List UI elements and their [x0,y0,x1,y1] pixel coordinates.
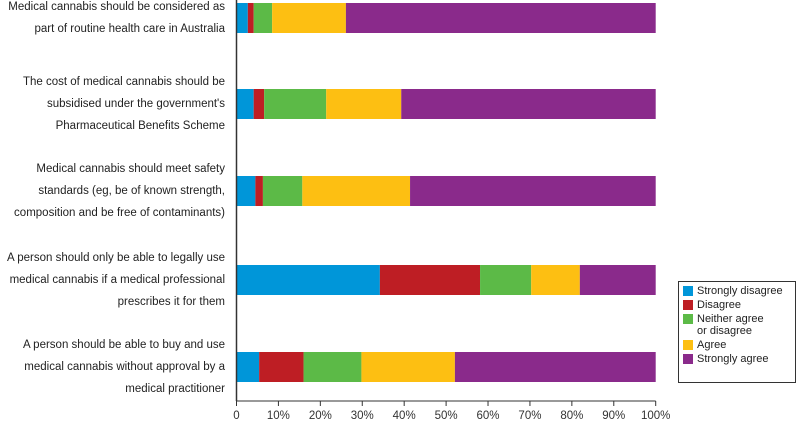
bar-segment [236,89,254,119]
legend-item: Disagree [683,299,791,311]
bar-segment [579,265,656,295]
bar-segment [410,176,656,206]
x-tick-label: 40% [393,410,416,422]
category-label-line: Medical cannabis should be considered as [8,1,225,13]
category-label: The cost of medical cannabis should be su… [0,71,225,137]
category-label-line: Medical cannabis should meet safety [36,163,225,175]
x-tick-label: 60% [477,410,500,422]
category-label-line: medical practitioner [125,383,225,395]
bar-segment [247,3,254,33]
legend: Strongly disagree Disagree Neither agree or… [678,281,796,383]
bar-segment [326,89,402,119]
legend-label-line: or disagree [697,325,753,337]
bar-segment [379,265,481,295]
legend-swatch [683,340,693,350]
bar-segment [236,352,260,382]
x-tick-label: 10% [267,410,290,422]
bar-segment [454,352,656,382]
bar-segment [303,352,362,382]
bar-segment [236,176,256,206]
legend-label: Neither agree or disagree [697,313,764,337]
bar-segment [361,352,455,382]
category-label-line: prescribes it for them [117,296,225,308]
category-label-line: standards (eg, be of known strength, [38,185,225,197]
legend-item: Strongly disagree [683,285,791,297]
bar-segment [253,89,265,119]
category-label: Medical cannabis should be considered as… [0,0,225,40]
category-label: Medical cannabis should meet safety stand… [0,158,225,224]
bar-segment [272,3,346,33]
legend-swatch [683,300,693,310]
bar-segment [531,265,580,295]
legend-swatch [683,286,693,296]
category-label-line: subsidised under the government's [47,98,225,110]
bar-segment [345,3,656,33]
legend-item: Strongly agree [683,353,791,365]
legend-item: Neither agree or disagree [683,313,791,337]
legend-label: Agree [697,339,727,351]
category-label: A person should be able to buy and use me… [0,334,225,400]
bar-segment [236,265,380,295]
bar-segment [255,176,263,206]
x-tick-label: 70% [518,410,541,422]
category-label-line: The cost of medical cannabis should be [22,76,225,88]
category-label-line: medical cannabis without approval by a [24,361,225,373]
bar-segment [236,3,248,33]
bar-segment [259,352,304,382]
bar-segment [401,89,656,119]
x-tick-label: 20% [309,410,332,422]
legend-label: Strongly disagree [697,285,783,297]
x-tick-label: 0 [233,410,239,422]
legend-item: Agree [683,339,791,351]
legend-label: Disagree [697,299,742,311]
category-label-line: A person should only be able to legally … [6,252,225,264]
bar-segment [480,265,532,295]
bar-segment [253,3,273,33]
legend-swatch [683,314,693,324]
category-label-line: medical cannabis if a medical profession… [9,274,225,286]
legend-label: Strongly agree [697,353,769,365]
category-label-line: composition and be free of contaminants) [14,207,225,219]
legend-swatch [683,354,693,364]
x-tick-label: 90% [602,410,625,422]
x-tick-label: 80% [560,410,583,422]
bar-segment [264,89,327,119]
x-tick-label: 30% [351,410,374,422]
x-tick-label: 100% [641,410,670,422]
category-label: A person should only be able to legally … [0,247,225,313]
bar-segment [262,176,303,206]
legend-label-line: Neither agree [697,313,764,325]
bar-segment [302,176,411,206]
category-label-line: part of routine health care in Australia [34,23,225,35]
category-label-line: A person should be able to buy and use [22,339,225,351]
x-tick-label: 50% [435,410,458,422]
category-label-line: Pharmaceutical Benefits Scheme [55,120,225,132]
